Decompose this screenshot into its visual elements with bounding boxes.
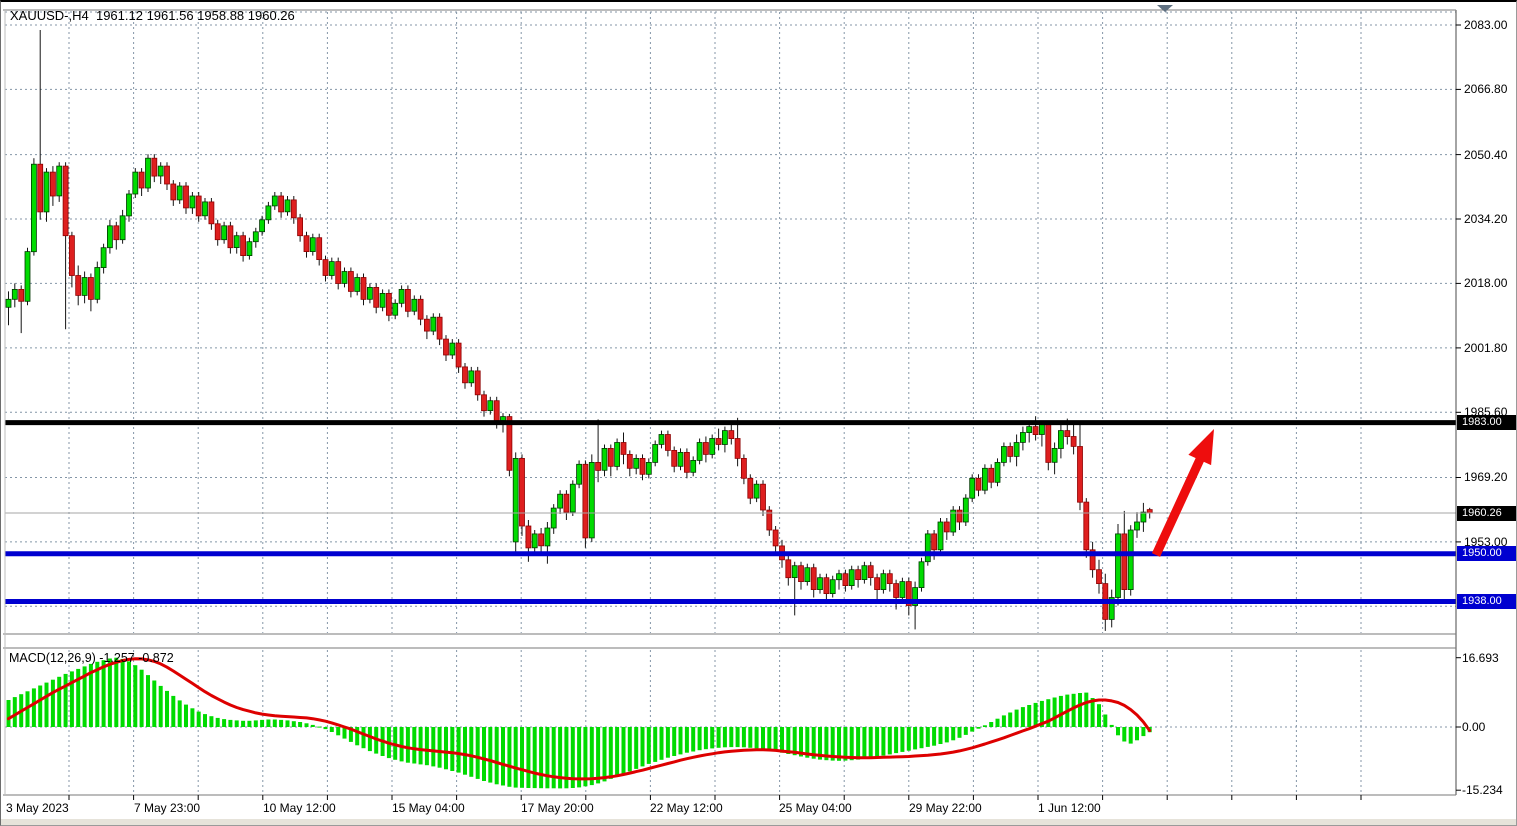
price-axis-label: 2083.00 — [1464, 18, 1508, 32]
macd-axis-label: -15.234 — [1462, 783, 1503, 798]
price-axis-label: 2066.80 — [1464, 82, 1508, 97]
price-axis-label: 2050.40 — [1464, 147, 1508, 162]
macd-histogram — [6, 657, 1152, 789]
time-axis-label: 10 May 12:00 — [263, 801, 336, 815]
macd-indicator-label: MACD(12,26,9) -1.257 -0.872 — [9, 651, 174, 665]
price-axis-label: 2034.20 — [1464, 212, 1508, 227]
macd-axis-label: 16.693 — [1462, 650, 1499, 665]
time-axis-label: 29 May 22:00 — [909, 801, 982, 815]
macd-signal-line — [7, 657, 1152, 781]
time-axis-label: 15 May 04:00 — [392, 801, 465, 815]
price-level-badge: 1950.00 — [1457, 546, 1516, 562]
price-axis-label: 2018.00 — [1464, 276, 1508, 291]
time-axis-label: 1 Jun 12:00 — [1038, 801, 1101, 815]
time-axis-label: 3 May 2023 — [6, 801, 69, 815]
price-level-badge: 1938.00 — [1457, 594, 1516, 610]
macd-axis-label: 0.00 — [1462, 720, 1486, 734]
candlestick-series — [5, 30, 1153, 631]
symbol-ohlc-title: XAUUSD-,H4 1961.12 1961.56 1958.88 1960.… — [10, 8, 295, 23]
time-axis-label: 7 May 23:00 — [134, 801, 201, 815]
price-axis-label: 2001.80 — [1464, 340, 1508, 355]
arrow-annotation[interactable] — [1151, 429, 1214, 557]
time-axis-label: 25 May 04:00 — [779, 801, 852, 815]
time-axis-label: 22 May 12:00 — [650, 801, 723, 815]
price-axis-label: 1953.00 — [1464, 534, 1508, 549]
window-bottom-strip — [1, 819, 1516, 825]
price-axis-label: 1969.20 — [1464, 470, 1508, 485]
current-price-badge: 1960.26 — [1457, 505, 1516, 521]
price-level-badge: 1983.00 — [1457, 415, 1516, 431]
panel-borders — [3, 9, 1461, 800]
scroll-marker-icon[interactable] — [1157, 5, 1173, 12]
time-axis-label: 17 May 20:00 — [521, 801, 594, 815]
